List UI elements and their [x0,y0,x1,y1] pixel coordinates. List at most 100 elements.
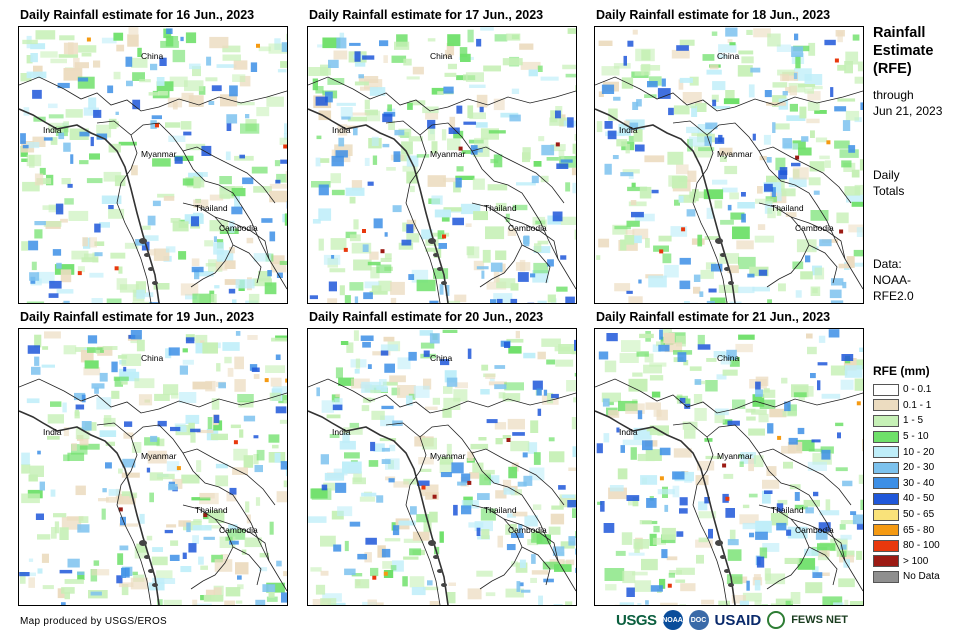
legend-swatch [873,399,899,412]
map-panel-20-jun: Daily Rainfall estimate for 20 Jun., 202… [307,308,579,606]
country-borders [19,378,287,605]
thailand-label: Thailand [484,505,517,515]
myanmar-label: Myanmar [717,451,753,461]
rainfall-map: China India Myanmar Thailand Cambodia [594,328,864,606]
rainfall-map: China India Myanmar Thailand Cambodia [307,26,577,304]
myanmar-label: Myanmar [141,451,177,461]
legend-label: 1 - 5 [903,415,924,427]
island [152,281,158,285]
island [152,583,158,587]
india-label: India [332,427,351,437]
map-credit: Map produced by USGS/EROS [20,616,168,627]
cambodia-label: Cambodia [795,223,834,233]
panel-title: Daily Rainfall estimate for 18 Jun., 202… [596,8,831,22]
fews-net-logo: FEWS NET [791,614,849,626]
country-borders [308,378,576,605]
coastline [308,410,449,605]
legend-swatch [873,570,899,583]
legend-swatch [873,508,899,521]
rainfall-map: China India Myanmar Thailand Cambodia [18,328,288,606]
noaa-logo: NOAA [662,610,683,630]
rainfall-field [596,27,863,303]
panel-title: Daily Rainfall estimate for 17 Jun., 202… [309,8,544,22]
coastline [595,108,736,303]
cambodia-label: Cambodia [219,223,258,233]
island [148,267,154,271]
legend-item: 1 - 5 [873,413,965,429]
island [720,253,726,257]
map-panel-21-jun: Daily Rainfall estimate for 21 Jun., 202… [594,308,866,606]
island [728,583,734,587]
china-label: China [717,353,739,363]
island [715,540,723,546]
china-label: China [430,51,452,61]
country-borders [19,76,287,303]
island [437,569,443,573]
partner-logos: USGS NOAA DOC USAID FEWS NET [616,607,848,633]
rainfall-field [308,27,576,303]
legend-swatch [873,555,899,568]
coastline [308,108,449,303]
myanmar-label: Myanmar [430,451,466,461]
island [441,583,447,587]
india-label: India [43,427,62,437]
cambodia-label: Cambodia [508,525,547,535]
island [724,267,730,271]
rfe-legend: RFE (mm) 0 - 0.1 0.1 - 1 1 - 5 5 - 10 10 - 2… [873,364,965,585]
legend-item: 0.1 - 1 [873,398,965,414]
cambodia-label: Cambodia [219,525,258,535]
india-label: India [619,427,638,437]
island [433,555,439,559]
legend-item: 20 - 30 [873,460,965,476]
rainfall-map: China India Myanmar Thailand Cambodia [594,26,864,304]
legend-label: 0.1 - 1 [903,399,932,411]
thailand-label: Thailand [195,203,228,213]
legend-item: 40 - 50 [873,491,965,507]
island [724,569,730,573]
coastline [595,410,736,605]
legend-title: RFE (mm) [873,364,930,378]
panel-title: Daily Rainfall estimate for 21 Jun., 202… [596,310,831,324]
legend-item: > 100 [873,554,965,570]
map-panel-17-jun: Daily Rainfall estimate for 17 Jun., 202… [307,6,579,304]
china-label: China [430,353,452,363]
panel-title: Daily Rainfall estimate for 16 Jun., 202… [20,8,255,22]
rainfall-field [308,329,576,605]
legend-label: 20 - 30 [903,462,935,474]
island [728,281,734,285]
usgs-logo: USGS [616,611,657,629]
legend-label: 50 - 65 [903,509,935,521]
island [715,238,723,244]
map-panel-19-jun: Daily Rainfall estimate for 19 Jun., 202… [18,308,290,606]
product-title: Rainfall Estimate (RFE) [873,25,934,77]
coastline [19,410,160,605]
daily-totals-note: Daily Totals [873,168,905,198]
myanmar-label: Myanmar [141,149,177,159]
usaid-logo: USAID [714,611,762,629]
fews-net-icon [767,611,786,629]
legend-swatch [873,477,899,490]
legend-item: 5 - 10 [873,429,965,445]
country-borders [308,76,576,303]
country-borders [595,76,863,303]
legend-swatch [873,383,899,396]
legend-item: 30 - 40 [873,476,965,492]
legend-item: 80 - 100 [873,538,965,554]
rainfall-field [19,330,287,605]
island [433,253,439,257]
india-label: India [332,125,351,135]
rainfall-map: China India Myanmar Thailand Cambodia [307,328,577,606]
map-panel-18-jun: Daily Rainfall estimate for 18 Jun., 202… [594,6,866,304]
island [428,540,436,546]
legend-swatch [873,414,899,427]
legend-label: 80 - 100 [903,540,940,552]
thailand-label: Thailand [195,505,228,515]
myanmar-label: Myanmar [430,149,466,159]
legend-label: No Data [903,571,940,583]
legend-label: 40 - 50 [903,493,935,505]
legend-label: 30 - 40 [903,477,935,489]
country-borders [595,378,863,605]
myanmar-label: Myanmar [717,149,753,159]
map-panel-16-jun: Daily Rainfall estimate for 16 Jun., 202… [18,6,290,304]
data-source: Data: NOAA- RFE2.0 [873,257,914,303]
